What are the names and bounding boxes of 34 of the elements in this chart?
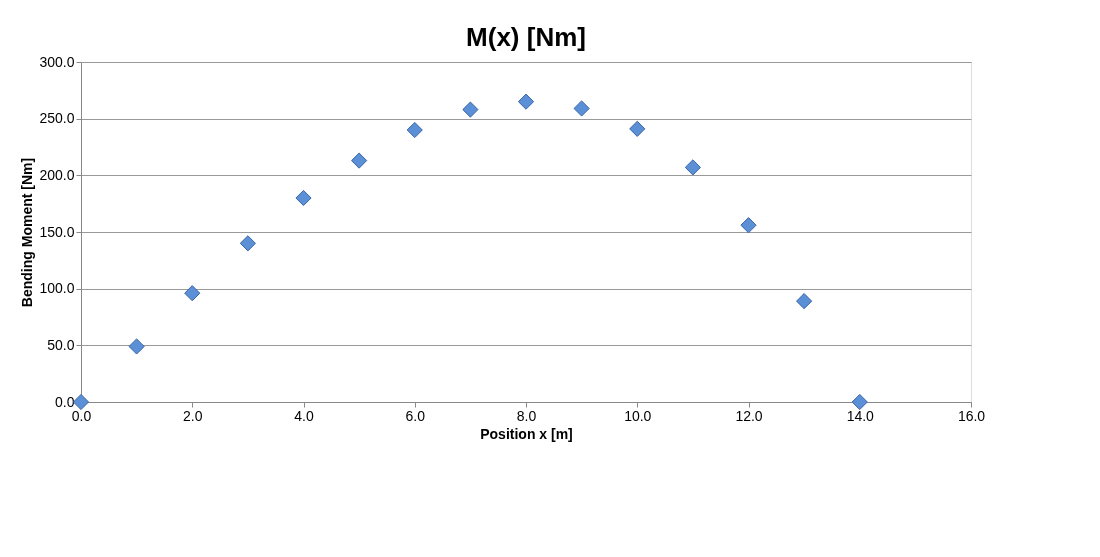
point (295, 189, 312, 207)
x-tick-label: 8.0 (516, 407, 537, 424)
point (851, 393, 868, 411)
x-tick-label: 0.0 (71, 407, 92, 424)
point (128, 338, 145, 355)
y-tick-label: 300.0 (39, 53, 75, 70)
y-tick-label: 250.0 (39, 110, 75, 127)
point (239, 235, 256, 252)
y-tick-label: 0.0 (55, 393, 75, 410)
y-tick-label: 50.0 (47, 336, 75, 353)
point (72, 393, 90, 411)
chart-title: M(x) [Nm] (466, 22, 586, 52)
x-axis-title: Position x [m] (480, 425, 573, 442)
point (573, 100, 590, 117)
point (517, 93, 535, 110)
y-axis-title: Bending Moment [Nm] (19, 157, 36, 308)
x-tick-label: 2.0 (183, 407, 203, 424)
point (629, 120, 646, 137)
y-tick-label: 150.0 (39, 223, 75, 240)
x-tick-label: 4.0 (294, 407, 314, 424)
x-tick-label: 10.0 (624, 407, 652, 424)
x-tick-label: 12.0 (735, 407, 763, 424)
point (796, 293, 813, 310)
x-tick-label: 14.0 (846, 407, 875, 424)
point (351, 152, 368, 169)
point (684, 159, 701, 176)
point (184, 285, 201, 302)
point (462, 101, 479, 118)
x-tick-label: 16.0 (957, 407, 986, 424)
point (740, 217, 757, 234)
y-tick-label: 100.0 (39, 280, 75, 297)
x-tick-label: 6.0 (405, 407, 426, 424)
y-tick-label: 200.0 (39, 166, 75, 183)
point (406, 121, 423, 139)
